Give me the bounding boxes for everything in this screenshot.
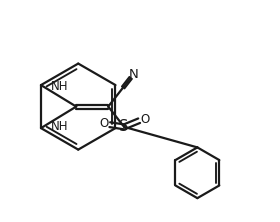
Text: S: S [120,119,129,134]
Text: N: N [129,67,139,81]
Text: O: O [99,117,109,130]
Text: NH: NH [51,120,69,133]
Text: O: O [140,113,150,126]
Text: NH: NH [51,80,69,93]
